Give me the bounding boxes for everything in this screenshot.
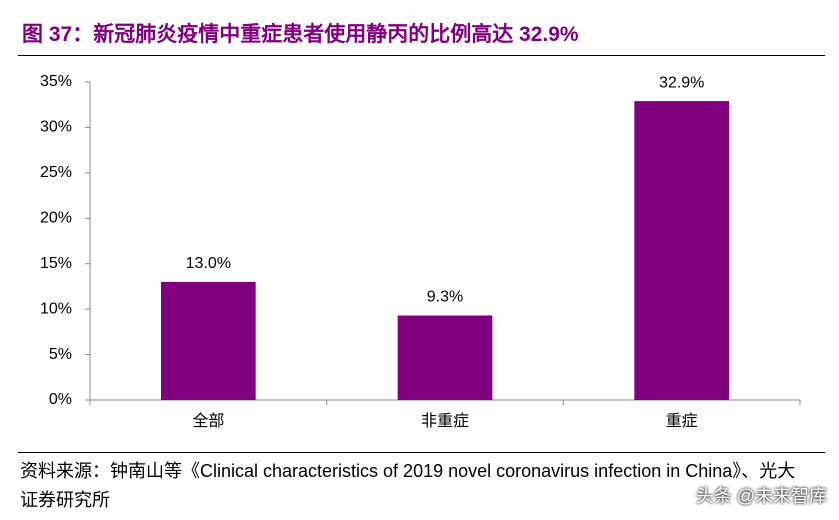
- y-tick-label: 5%: [49, 346, 72, 363]
- source-note: 资料来源：钟南山等《Clinical characteristics of 20…: [20, 461, 796, 510]
- bar: [397, 315, 493, 400]
- y-tick-label: 30%: [40, 119, 72, 136]
- y-tick-label: 25%: [40, 164, 72, 181]
- x-tick-label: 全部: [192, 412, 224, 430]
- watermark: 头条 @未来智库: [695, 486, 827, 506]
- title-rule: [18, 55, 825, 56]
- y-tick-label: 0%: [49, 391, 72, 408]
- bar: [161, 281, 256, 400]
- value-label: 32.9%: [659, 74, 704, 91]
- source-rule: [18, 452, 825, 453]
- value-label: 13.0%: [186, 255, 231, 272]
- x-tick-label: 非重症: [421, 412, 469, 430]
- y-tick-label: 35%: [40, 73, 72, 90]
- y-tick-label: 10%: [40, 300, 72, 317]
- bar: [634, 101, 729, 400]
- value-label: 9.3%: [427, 289, 463, 306]
- y-tick-label: 15%: [40, 255, 72, 272]
- x-tick-label: 重症: [666, 412, 698, 430]
- chart-title: 图 37：新冠肺炎疫情中重症患者使用静丙的比例高达 32.9%: [22, 23, 579, 46]
- y-tick-label: 20%: [40, 210, 72, 227]
- chart: 0% 5% 10% 15% 20% 25% 30% 35% 全部 13.0% 非重症 9.3% 重症 32…: [40, 73, 801, 430]
